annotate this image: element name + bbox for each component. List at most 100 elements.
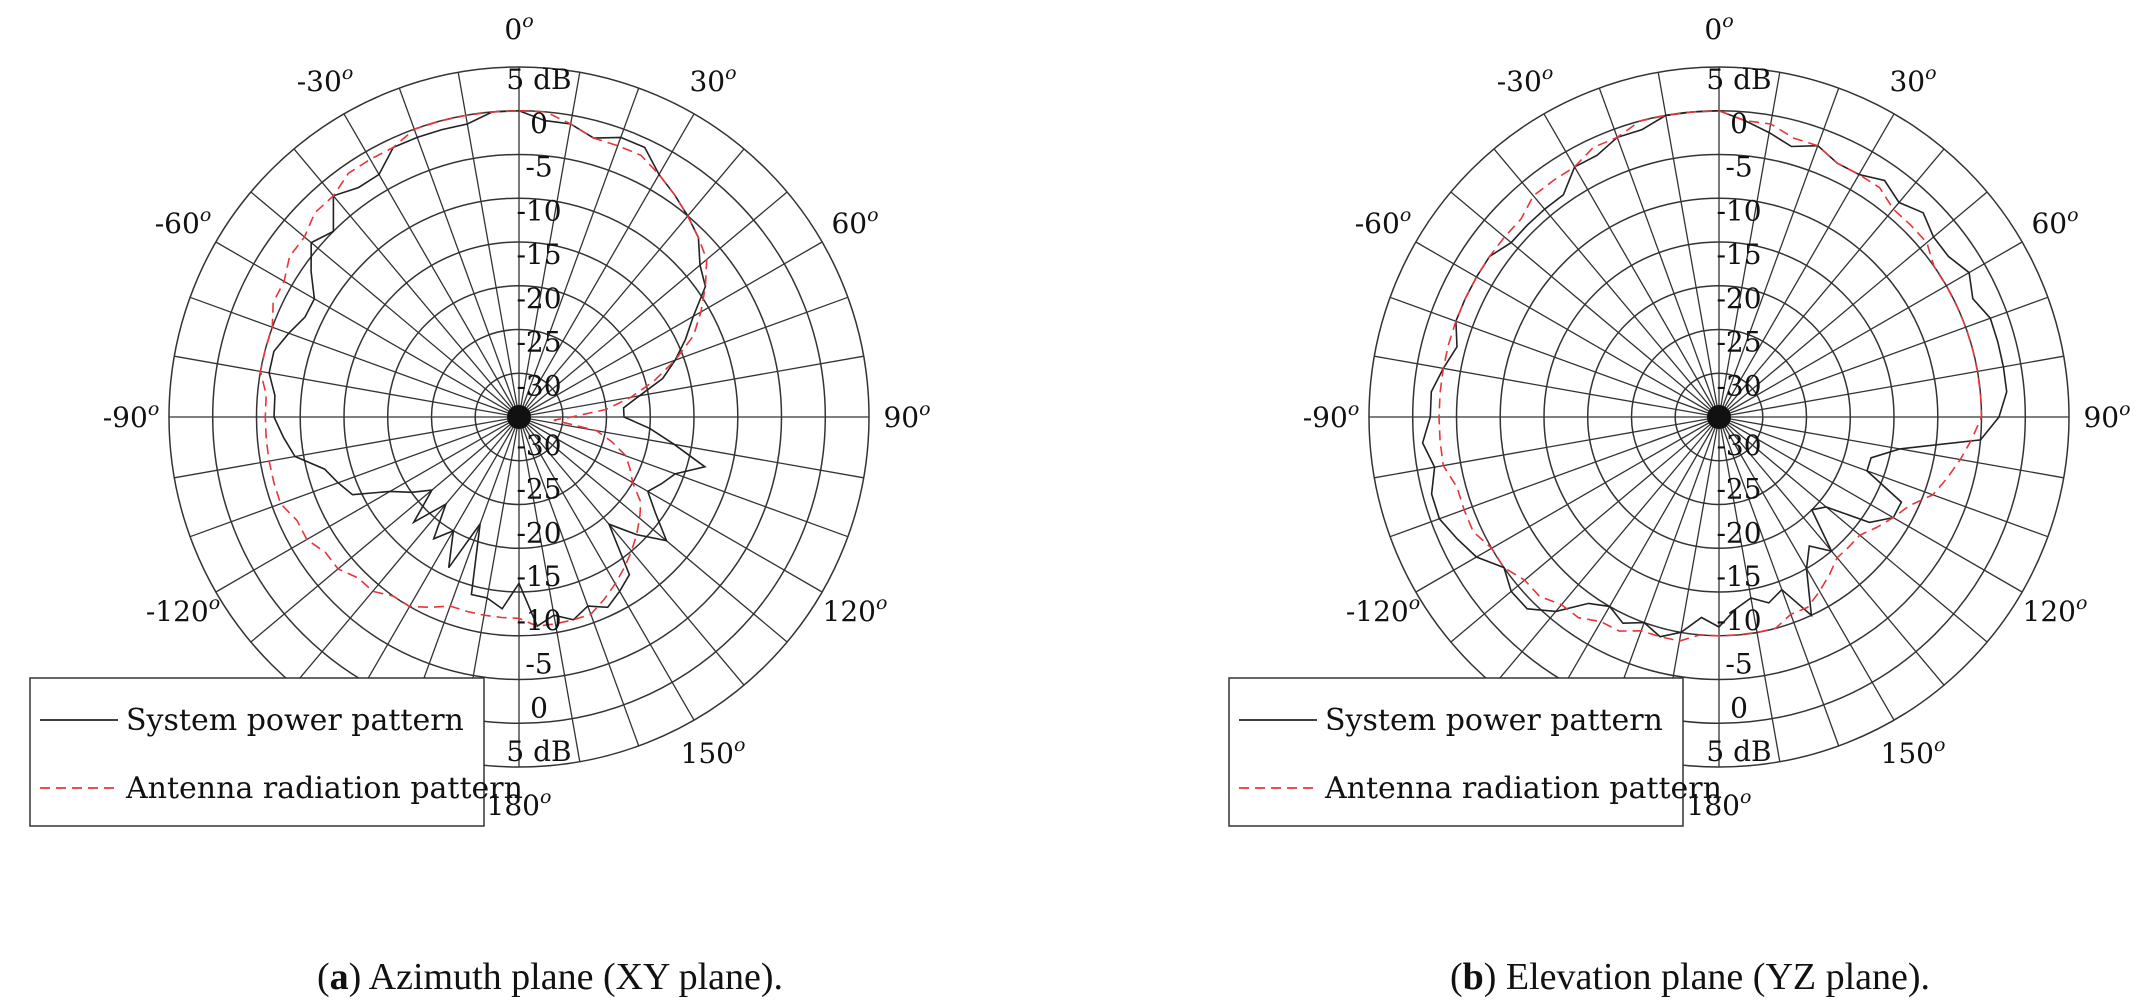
angular-tick-label: -90o — [103, 398, 160, 434]
angular-tick-value: 180 — [1687, 789, 1740, 822]
degree-superscript: o — [148, 398, 159, 420]
angular-tick-label: 150o — [681, 734, 746, 770]
radial-tick-label-top: -30 — [1716, 369, 1761, 402]
angular-tick-value: 30 — [1889, 65, 1925, 98]
degree-superscript: o — [867, 204, 878, 226]
radial-tick-label-bottom: -10 — [1716, 604, 1761, 637]
radial-tick-label-top: -25 — [516, 326, 561, 359]
radial-tick-label-bottom: -20 — [516, 516, 561, 549]
angular-tick-label: 150o — [1881, 734, 1946, 770]
grid-circle — [255, 153, 783, 681]
angular-tick-value: 150 — [1881, 737, 1934, 770]
caption-open: ( — [316, 956, 330, 998]
degree-superscript: o — [734, 734, 745, 756]
caption-text: ) Elevation plane (YZ plane). — [1483, 956, 1931, 998]
angular-tick-label: 0o — [1704, 10, 1733, 46]
radial-tick-label-bottom: 0 — [1730, 691, 1748, 724]
degree-superscript: o — [2067, 204, 2078, 226]
caption-text: ) Azimuth plane (XY plane). — [348, 956, 784, 998]
series-line-antenna-radiation — [1438, 109, 1983, 642]
radial-tick-label-top: -5 — [525, 151, 552, 184]
polar-chart-azimuth: -30 -30 -25 -25 -20 -20 -15 -15 -10 -10 -5 -5 0 0 5 dB… — [29, 10, 931, 827]
radial-tick-label-top: -15 — [516, 238, 561, 271]
grid-circle — [430, 328, 608, 506]
caption-label: b — [1462, 956, 1484, 998]
radial-tick-label-bottom: -25 — [516, 473, 561, 506]
radial-tick-label-bottom: 5 dB — [1706, 735, 1771, 768]
radial-tick-label-top: -10 — [516, 194, 561, 227]
angular-tick-label: -30o — [297, 62, 354, 98]
radial-tick-label-bottom: 5 dB — [506, 735, 571, 768]
radial-tick-label-bottom: -15 — [1716, 560, 1761, 593]
angular-tick-value: 30 — [689, 65, 725, 98]
degree-superscript: o — [1409, 592, 1420, 614]
legend-label: System power pattern — [1325, 703, 1663, 738]
angular-tick-value: 0 — [504, 13, 522, 46]
degree-superscript: o — [876, 592, 887, 614]
degree-superscript: o — [1348, 398, 1359, 420]
radial-tick-label-top: -20 — [1716, 282, 1761, 315]
angular-tick-value: -60 — [1355, 207, 1400, 240]
grid-circle — [1543, 241, 1895, 593]
degree-superscript: o — [342, 62, 353, 84]
grid-circle — [1674, 372, 1764, 462]
legend-label: Antenna radiation pattern — [125, 771, 523, 806]
angular-tick-value: -90 — [1303, 401, 1348, 434]
angular-tick-value: -30 — [1497, 65, 1542, 98]
angular-tick-value: 60 — [831, 207, 867, 240]
angular-tick-label: 90o — [2083, 398, 2130, 434]
radial-tick-label-bottom: -25 — [1716, 473, 1761, 506]
radial-tick-label-top: -10 — [1716, 194, 1761, 227]
radial-tick-label-top: -25 — [1716, 326, 1761, 359]
caption-open: ( — [1449, 956, 1463, 998]
angular-tick-label: 120o — [2023, 592, 2088, 628]
radial-tick-label-top: 5 dB — [506, 63, 571, 96]
degree-superscript: o — [919, 398, 930, 420]
radial-tick-label-bottom: -5 — [525, 648, 552, 681]
legend-label: Antenna radiation pattern — [1324, 771, 1722, 806]
degree-superscript: o — [2119, 398, 2130, 420]
grid-circle — [1630, 328, 1808, 506]
polar-chart-elevation: -30 -30 -25 -25 -20 -20 -15 -15 -10 -10 -5 -5 0 0 5 dB… — [1228, 10, 2131, 827]
grid-circle — [299, 197, 739, 637]
angular-tick-label: -60o — [155, 204, 212, 240]
series-line-system-power — [268, 109, 707, 628]
degree-superscript: o — [1740, 786, 1751, 808]
legend-label: System power pattern — [126, 703, 464, 738]
series-line-antenna-radiation — [259, 109, 708, 628]
degree-superscript: o — [1542, 62, 1553, 84]
angular-tick-label: -90o — [1303, 398, 1360, 434]
radial-tick-label-top: -20 — [516, 282, 561, 315]
caption-azimuth: (a) Azimuth plane (XY plane). — [130, 955, 970, 999]
radial-tick-label-top: -15 — [1716, 238, 1761, 271]
degree-superscript: o — [2076, 592, 2087, 614]
degree-superscript: o — [200, 204, 211, 226]
grid-circle — [474, 372, 564, 462]
grid-circle — [386, 284, 652, 550]
angular-tick-value: -30 — [297, 65, 342, 98]
degree-superscript: o — [540, 786, 551, 808]
radial-tick-label-bottom: -15 — [516, 560, 561, 593]
radial-tick-label-top: 0 — [1730, 107, 1748, 140]
grid-circle — [1368, 66, 2070, 768]
radial-tick-label-top: 5 dB — [1706, 63, 1771, 96]
degree-superscript: o — [1934, 734, 1945, 756]
angular-tick-label: 180o — [487, 786, 552, 822]
center-hub — [507, 405, 531, 429]
degree-superscript: o — [1400, 204, 1411, 226]
degree-superscript: o — [522, 10, 533, 32]
radial-tick-label-bottom: -20 — [1716, 516, 1761, 549]
center-hub — [1707, 405, 1731, 429]
degree-superscript: o — [209, 592, 220, 614]
grid-circle — [343, 241, 695, 593]
legend-box — [29, 677, 485, 827]
legend: System power pattern Antenna radiation pa… — [1228, 677, 1722, 827]
radial-tick-label-top: -5 — [1725, 151, 1752, 184]
angular-tick-value: -90 — [103, 401, 148, 434]
radial-tick-label-bottom: 0 — [530, 691, 548, 724]
angular-tick-value: 90 — [2083, 401, 2119, 434]
angular-tick-label: 0o — [504, 10, 533, 46]
angular-tick-value: 90 — [883, 401, 919, 434]
angular-tick-value: -120 — [146, 595, 209, 628]
